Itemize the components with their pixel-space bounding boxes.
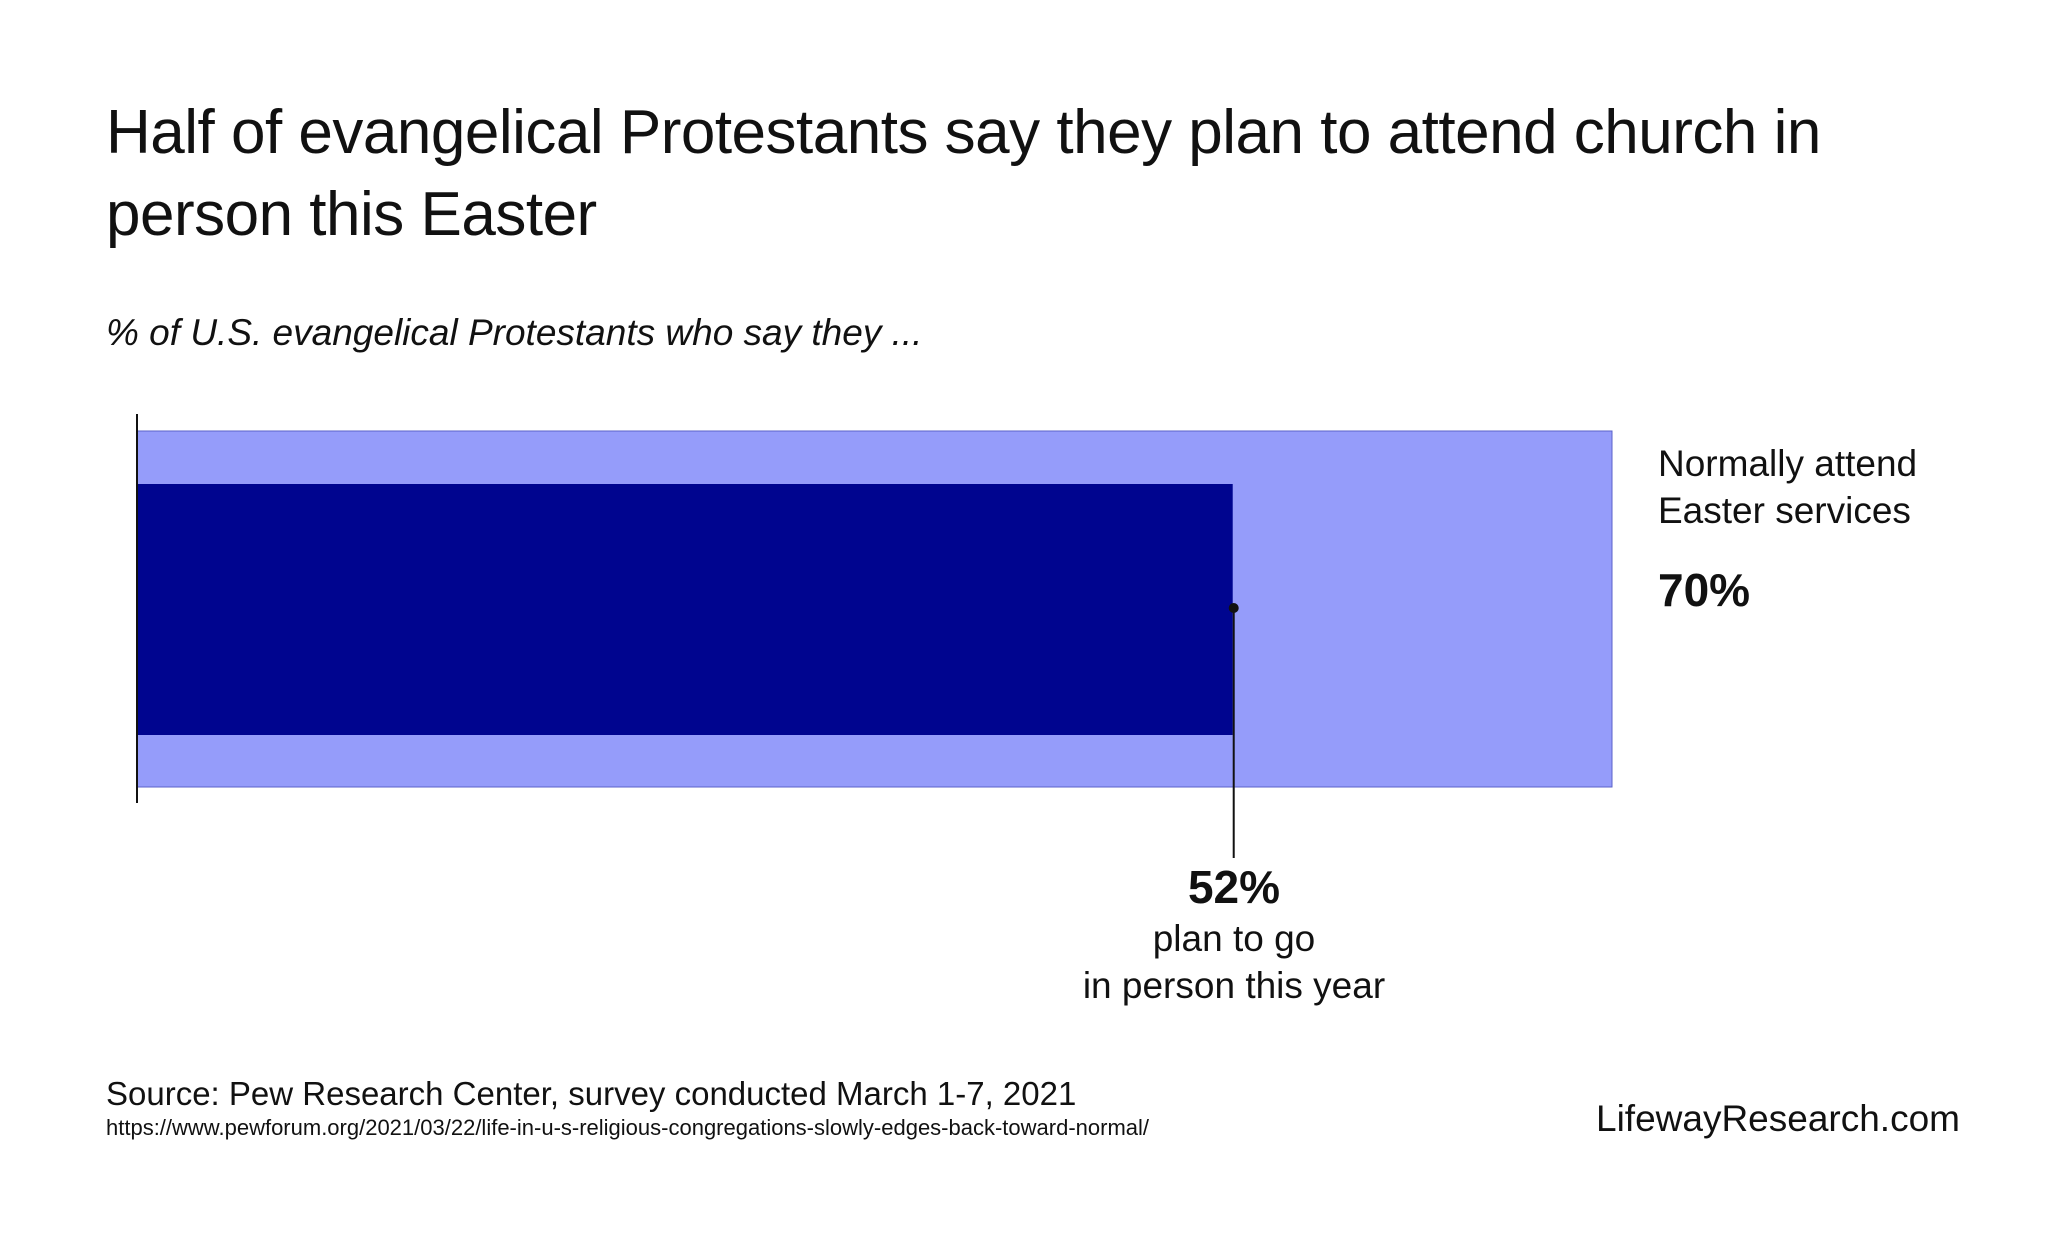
annotation-dot (1228, 603, 1239, 613)
outer-bar-value: 70% (1658, 564, 1751, 616)
brand-logo-text: LifewayResearch.com (1596, 1098, 1960, 1139)
inner-bar-label-line-1: plan to go (1152, 918, 1316, 959)
source-url: https://www.pewforum.org/2021/03/22/life… (106, 1115, 1150, 1140)
inner-bar-label-line-2: in person this year (1082, 965, 1386, 1006)
source-note: Source: Pew Research Center, survey cond… (106, 1075, 1077, 1112)
bar-plan-in-person (137, 484, 1233, 735)
chart-title: Half of evangelical Protestants say they… (106, 98, 1821, 249)
inner-bar-label: plan to go in person this year (1034, 915, 1434, 1009)
outer-bar-label-line-1: Normally attend (1658, 443, 1918, 484)
outer-bar-label-line-2: Easter services (1658, 490, 1911, 531)
inner-bar-value: 52% (1187, 861, 1281, 913)
outer-bar-label: Normally attend Easter services (1658, 440, 2008, 534)
chart-subtitle: % of U.S. evangelical Protestants who sa… (106, 312, 923, 353)
